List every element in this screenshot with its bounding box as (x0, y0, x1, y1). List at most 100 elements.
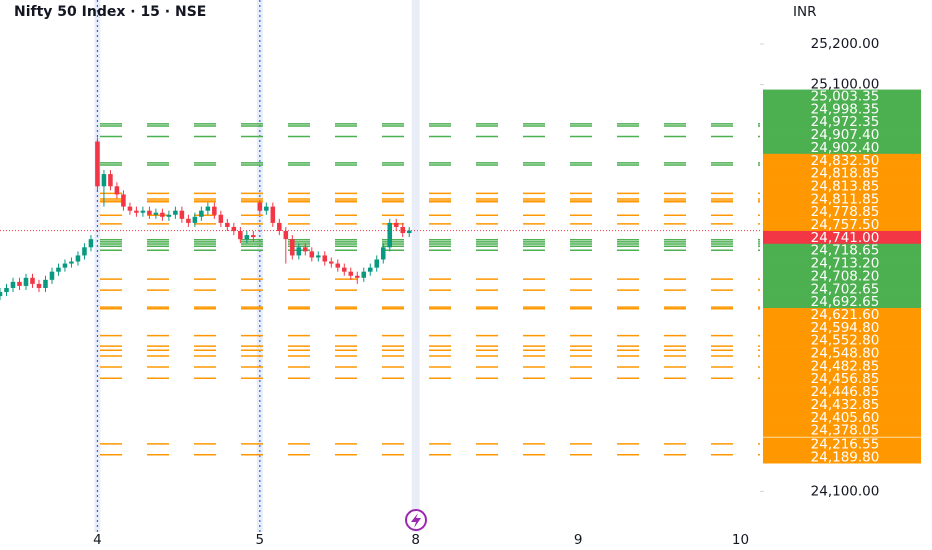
candle-body (36, 283, 42, 288)
level-label-box (763, 397, 921, 412)
candle-body (82, 247, 87, 256)
level-label-box (763, 205, 921, 219)
candle-body (329, 261, 334, 264)
x-tick-label: 10 (732, 532, 749, 548)
level-label: 24,594.80 (811, 320, 880, 336)
level-label-box (763, 243, 921, 257)
level-label-box (763, 140, 921, 155)
candle-body (380, 247, 386, 260)
candle-body (335, 263, 341, 268)
candle-body (199, 210, 204, 217)
candle-body (166, 214, 172, 217)
candle-body (23, 277, 29, 286)
candle-body (244, 235, 250, 240)
level-label: 24,432.85 (811, 397, 880, 413)
level-label: 24,216.55 (811, 436, 880, 452)
candle-body (121, 194, 126, 207)
plot-area (0, 0, 760, 532)
candle-body (134, 210, 139, 213)
candle-body (108, 174, 113, 187)
x-tick-label: 8 (411, 532, 420, 548)
level-label: 24,692.65 (811, 294, 880, 310)
candle-body (257, 202, 263, 211)
candle-body (374, 259, 380, 268)
level-label-box (763, 423, 921, 437)
candle-body (4, 287, 9, 293)
level-label: 24,621.60 (811, 307, 880, 323)
level-label-box (763, 450, 921, 464)
candle-body (393, 222, 399, 227)
candle-body (290, 239, 295, 256)
candle-body (69, 261, 74, 264)
level-label: 24,811.85 (811, 191, 880, 207)
candle-body (114, 186, 120, 195)
level-label-box (763, 153, 921, 167)
candle-body (212, 206, 217, 215)
level-label-box (763, 320, 921, 335)
level-label-box (763, 230, 921, 245)
candle-body (62, 263, 68, 268)
level-label: 24,778.85 (811, 204, 880, 220)
candle-body (17, 281, 22, 286)
candle-body (348, 271, 354, 276)
candle-body (147, 210, 152, 215)
candle-body (153, 212, 159, 215)
candle-body (75, 255, 81, 262)
level-label-box (763, 308, 921, 322)
level-label: 24,446.85 (811, 384, 880, 400)
level-label: 24,757.50 (811, 217, 880, 233)
level-label-box (763, 128, 921, 142)
level-label: 24,832.50 (811, 153, 880, 169)
level-label-box (763, 346, 921, 360)
candle-body (342, 267, 347, 272)
level-label: 24,708.20 (811, 268, 880, 284)
candle-body (140, 210, 146, 213)
candle-body (179, 210, 185, 219)
level-label-box (763, 437, 921, 451)
level-label-box (763, 410, 921, 424)
candle-body (101, 174, 107, 187)
candle-body (354, 275, 360, 278)
level-label: 24,405.60 (811, 410, 880, 426)
level-label-box (763, 372, 921, 386)
level-label-box (763, 282, 921, 296)
level-label-box (763, 295, 921, 309)
level-label: 24,813.85 (811, 178, 880, 194)
candle-body (43, 279, 48, 288)
level-label-box (763, 359, 921, 373)
candle-body (225, 222, 230, 227)
replay-icon[interactable] (405, 509, 427, 531)
candle-body (205, 206, 211, 211)
y-tick-label: 25,200.00 (811, 36, 880, 52)
candle-body (387, 222, 393, 248)
candle-body (322, 255, 328, 262)
candle-body (56, 267, 61, 272)
candle-body (88, 239, 94, 248)
x-tick-label: 9 (574, 532, 583, 548)
candle-body (218, 214, 224, 223)
level-label: 24,902.40 (811, 140, 880, 156)
level-label: 24,741.00 (811, 230, 880, 246)
candle-body (283, 231, 289, 240)
level-label-box (763, 115, 921, 129)
level-label-box (763, 192, 921, 206)
candle-body (192, 216, 198, 223)
price-axis: 25,200.0025,100.0024,100.0025,003.3524,9… (760, 36, 921, 499)
candle-body (10, 281, 16, 288)
currency: INR (793, 4, 816, 20)
level-label-box (763, 89, 921, 103)
level-label: 24,378.05 (811, 423, 880, 439)
level-label: 24,998.35 (811, 101, 880, 117)
candle-body (127, 206, 133, 211)
level-label-box (763, 179, 921, 193)
y-tick-label: 24,100.00 (811, 483, 880, 499)
candle-body (406, 230, 412, 234)
chart-title: Nifty 50 Index · 15 · NSE (14, 4, 206, 20)
x-tick-label: 4 (93, 532, 102, 548)
candle-body (367, 267, 373, 272)
candle-body (49, 271, 55, 280)
candle-body (270, 206, 276, 223)
candle-body (361, 271, 367, 278)
candle-body (160, 212, 165, 217)
level-label: 24,907.40 (811, 127, 880, 143)
